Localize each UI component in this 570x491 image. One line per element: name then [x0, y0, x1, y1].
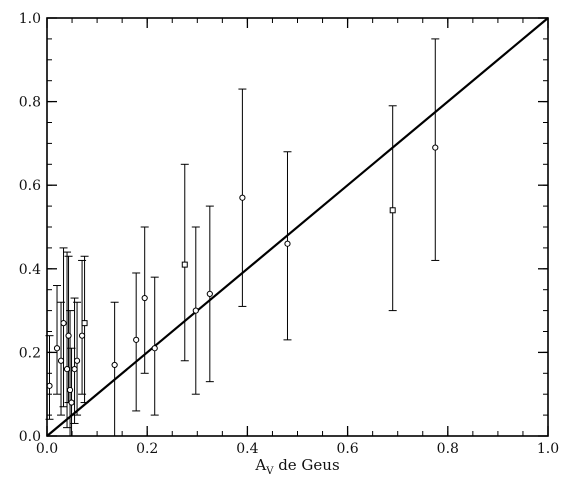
data-point-circle — [68, 399, 75, 406]
y-tick-label: 0.0 — [19, 429, 41, 445]
data-point-circle — [141, 294, 148, 302]
x-tick-label: 0.8 — [437, 441, 459, 457]
data-points — [46, 144, 439, 406]
y-tick-label: 1.0 — [19, 11, 41, 27]
x-tick-label: 0.4 — [236, 441, 258, 457]
error-bars — [45, 38, 440, 437]
data-point-circle — [71, 366, 78, 373]
data-point-circle — [66, 386, 74, 394]
y-tick-label: 0.2 — [19, 345, 41, 361]
y-tick-label: 0.4 — [19, 262, 41, 278]
data-point-circle — [432, 144, 439, 151]
data-point-square — [81, 320, 88, 327]
data-point-circle — [206, 290, 213, 297]
data-point-circle — [192, 307, 199, 314]
y-tick-label: 0.8 — [19, 95, 41, 111]
x-tick-label: 0.2 — [136, 441, 158, 457]
data-point-circle — [239, 194, 246, 201]
data-point-circle — [133, 336, 140, 343]
x-tick-label: 1.0 — [537, 441, 559, 457]
data-point-circle — [78, 332, 86, 339]
x-axis-label: AV de Geus — [254, 456, 339, 477]
data-point-square — [181, 261, 188, 268]
data-point-circle — [65, 332, 72, 339]
x-tick-label: 0.6 — [336, 441, 358, 457]
data-point-circle — [60, 320, 67, 327]
data-point-circle — [73, 357, 81, 364]
data-point-circle — [57, 357, 65, 364]
data-point-circle — [151, 345, 158, 352]
y-tick-label: 0.6 — [19, 178, 41, 194]
data-point-circle — [63, 366, 71, 373]
data-point-square — [389, 207, 396, 214]
data-point-circle — [53, 345, 61, 352]
x-tick-label: 0.0 — [36, 441, 58, 457]
reference-line — [46, 17, 549, 437]
plot-frame — [46, 17, 549, 437]
data-point-circle — [284, 240, 291, 247]
tick-labels: 0.0 0.2 0.4 0.6 0.8 1.0 0.0 0.2 0.4 0.6 0.8 1.0 — [19, 11, 559, 457]
data-point-circle — [111, 361, 118, 369]
